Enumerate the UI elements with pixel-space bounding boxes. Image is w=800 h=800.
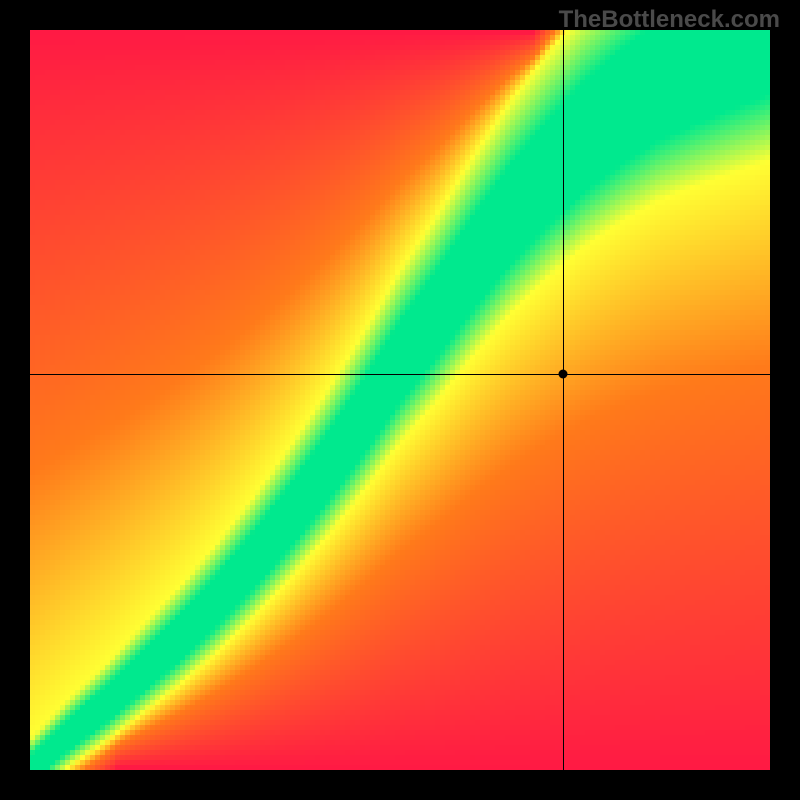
attribution-text: TheBottleneck.com	[559, 6, 780, 34]
crosshair-horizontal-line	[30, 374, 770, 375]
crosshair-vertical-line	[563, 30, 564, 770]
crosshair-marker-dot	[558, 370, 567, 379]
plot-area	[30, 30, 770, 770]
bottleneck-heatmap-canvas	[30, 30, 770, 770]
